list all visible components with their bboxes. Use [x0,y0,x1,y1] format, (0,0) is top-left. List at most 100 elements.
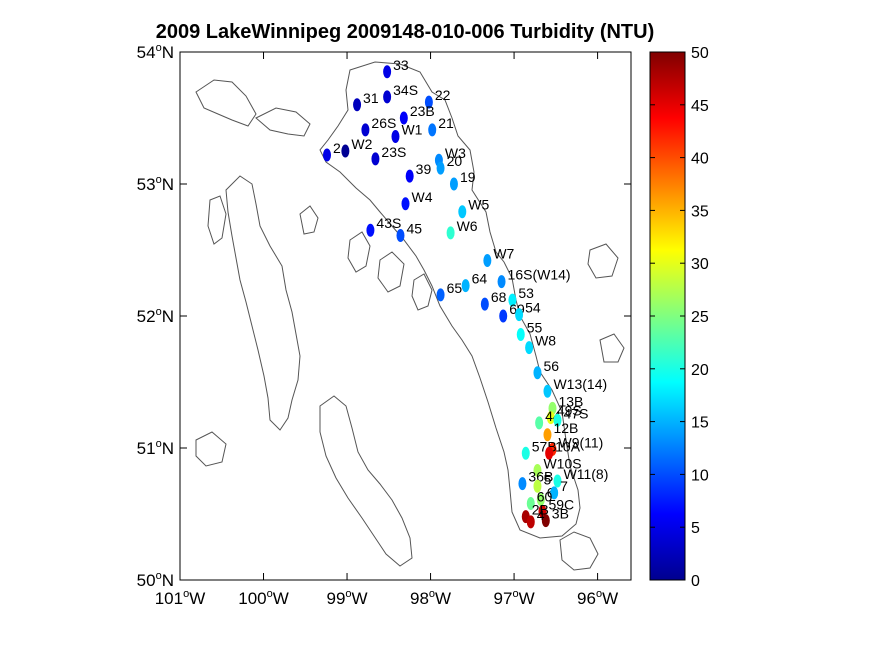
station-label: 55 [527,319,543,335]
y-tick-label: 54oN [137,42,174,62]
station-label: 54 [525,300,541,316]
station-marker [446,226,455,240]
y-tick-degrees: 54 [137,43,156,62]
station-label: 13B [558,393,583,409]
station-marker [449,177,458,191]
station-marker [541,514,550,528]
station-label: W7 [493,246,514,262]
station-marker [383,90,392,104]
x-tick-hemisphere: W [189,589,205,608]
x-tick-degrees: 99 [326,589,345,608]
station-marker [533,366,542,380]
station-marker [521,446,530,460]
degree-symbol: o [156,42,162,54]
degree-symbol: o [429,588,435,600]
station-label: 68 [491,289,507,305]
station-label: W4 [412,189,433,205]
station-marker [553,474,562,488]
colorbar-ticks: 0 5 10 15 20 25 30 35 40 45 50 [650,45,709,590]
degree-symbol: o [183,588,189,600]
station-label: 60 [537,488,553,504]
station-marker [508,293,517,307]
station-label: 33 [393,57,409,73]
east-shore-lake-2 [599,333,625,363]
station-marker [526,496,535,510]
x-tick-label: 101oW [155,588,206,608]
station-label: 23B [410,103,435,119]
station-label: 31 [363,90,379,106]
station-marker [461,279,470,293]
y-tick-degrees: 52 [137,307,156,326]
station-label: 43S [376,215,401,231]
station-marker [550,486,559,500]
station-label: 2B [532,502,549,518]
y-tick-label: 53oN [137,174,174,194]
station-label: 3B [552,506,569,522]
station-label: 23S [381,144,406,160]
x-tick-label: 100oW [238,588,289,608]
y-tick-label: 50oN [137,570,174,590]
degree-symbol: o [156,174,162,186]
colorbar-tick-label: 50 [691,45,709,62]
station-label: 64 [472,271,488,287]
degree-symbol: o [156,570,162,582]
northwest-lake-shoreline [255,107,311,137]
station-label: W1 [401,121,422,137]
axis-ticks: 101oW 100oW 99oW 98oW 97oW 96oW54oN53oN52oN51… [137,42,631,608]
station-label: 36B [528,469,553,485]
colorbar-tick-label: 45 [691,98,709,115]
x-tick-hemisphere: W [602,589,618,608]
colorbar-tick-label: 5 [691,520,700,537]
y-tick-hemisphere: N [162,439,174,458]
station-label: 12B [553,420,578,436]
x-tick-degrees: 97 [494,589,513,608]
station-marker [483,254,492,268]
station-marker [516,327,525,341]
small-lake-2 [347,231,371,273]
station-marker [499,309,508,323]
coastlines [195,61,625,571]
colorbar-tick-label: 0 [691,573,700,590]
x-tick-hemisphere: W [273,589,289,608]
station-marker [436,161,445,175]
southeast-lake-shoreline [559,531,599,571]
station-marker [533,479,542,493]
station-label: W6 [457,218,478,234]
colorbar: 0 5 10 15 20 25 30 35 40 45 50 [649,45,709,590]
station-label: 34S [393,82,418,98]
station-marker [396,228,405,242]
station-marker [322,148,331,162]
colorbar-tick-label: 25 [691,309,709,326]
y-tick-hemisphere: N [162,571,174,590]
degree-symbol: o [345,588,351,600]
station-marker [383,65,392,79]
colorbar-tick-label: 15 [691,415,709,432]
station-label: 22 [435,87,451,103]
station-marker [497,275,506,289]
degree-symbol: o [512,588,518,600]
y-tick-label: 52oN [137,306,174,326]
degree-symbol: o [156,438,162,450]
station-label: 20 [447,153,463,169]
station-label: 7 [560,478,568,494]
y-tick-label: 51oN [137,438,174,458]
station-marker [533,463,542,477]
x-tick-hemisphere: W [435,589,451,608]
station-label: 47S [564,405,589,421]
station-marker [353,98,362,112]
dauphin-lake-shoreline [195,431,227,467]
station-label: W3 [445,145,466,161]
station-marker [543,384,552,398]
y-tick-degrees: 51 [137,439,156,458]
station-label: 65 [447,280,463,296]
x-tick-degrees: 101 [155,589,183,608]
station-marker [458,205,467,219]
station-marker [361,123,370,137]
x-tick-label: 96oW [577,588,618,608]
station-marker [480,297,489,311]
colorbar-tick-label: 35 [691,203,709,220]
x-tick-label: 98oW [410,588,451,608]
station-marker [526,515,535,529]
